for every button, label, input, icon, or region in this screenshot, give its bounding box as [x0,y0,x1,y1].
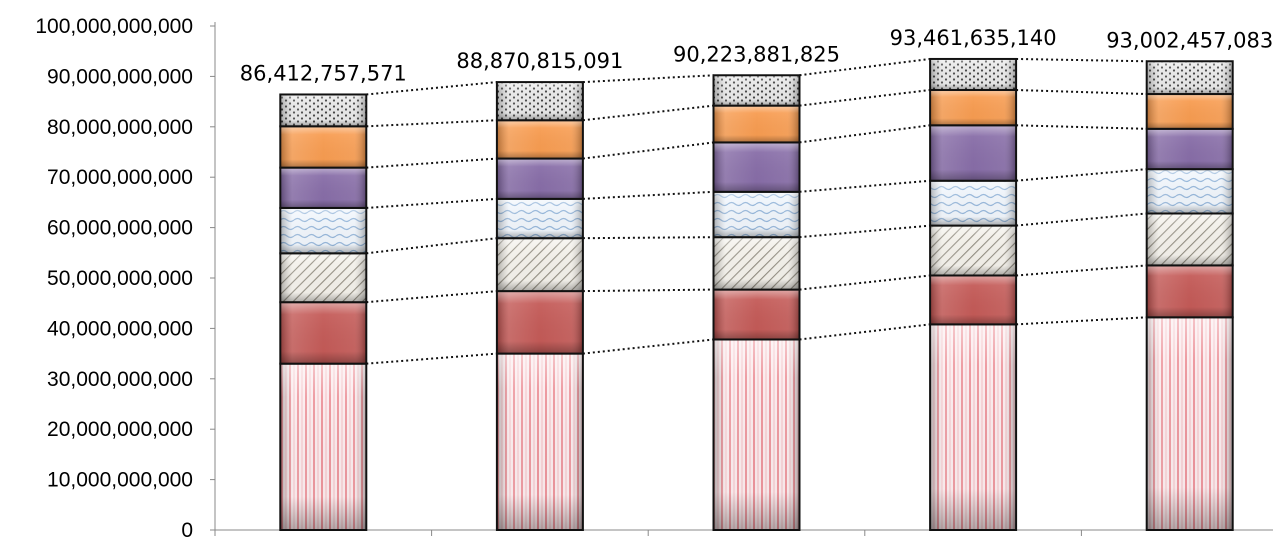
bar-segment-highlight [496,353,583,530]
total-label: 86,412,757,571 [240,61,407,85]
total-labels: 86,412,757,571 88,870,815,091 90,223,881,8… [240,26,1273,86]
connector-lines [366,57,1147,365]
bars [279,57,1234,532]
connector-line [1016,168,1147,182]
bar-segment-highlight [280,126,367,168]
bar-segment-highlight [496,158,583,199]
bar-segment-highlight [496,82,583,121]
bar-segment-highlight [713,75,800,106]
connector-line [799,224,931,239]
connector-line [582,190,714,200]
connector-line [582,74,714,84]
bar-segment-highlight [930,90,1017,126]
connector-line [799,124,931,144]
y-tick-label: 80,000,000,000 [47,116,193,139]
connector-line [366,119,497,128]
bar-segment-highlight [713,339,800,530]
connector-line [799,323,931,341]
bar-segment-highlight [1146,169,1233,214]
bar-segment-highlight [713,237,800,290]
bar-segment-highlight [496,120,583,159]
bar-segment-highlight [713,105,800,143]
connector-line [799,179,931,193]
y-tick-label: 20,000,000,000 [47,418,193,441]
bar-segment-highlight [930,275,1017,325]
total-label: 93,002,457,083 [1106,28,1273,52]
bar-stack [279,93,368,531]
bar-segment-outline [279,93,368,128]
connector-line [1016,89,1147,96]
total-label: 90,223,881,825 [673,42,840,66]
bar-segment-highlight [930,125,1017,181]
connector-line [799,57,931,77]
bar-segment-highlight [930,225,1017,276]
connector-line [366,197,497,209]
bar-segment-highlight [930,58,1017,91]
bar-segment-highlight [280,363,367,530]
bar-segment-highlight [713,191,800,238]
y-tick-label: 100,000,000,000 [35,15,193,38]
y-tick-label: 70,000,000,000 [47,166,193,189]
connector-line [366,237,498,255]
connector-line [1016,316,1147,326]
bar-stack [929,57,1018,532]
connector-line [1016,264,1147,277]
connector-line [366,157,497,169]
connector-line [582,236,714,240]
connector-line [366,290,497,304]
bar-stack [495,81,584,531]
bar-segment-highlight [280,207,367,254]
bar-segment-highlight [1146,61,1233,95]
connector-line [1016,124,1147,130]
bar-stack [712,74,801,531]
bar-segment-highlight [1146,317,1233,530]
y-tick-label: 90,000,000,000 [47,65,193,88]
bar-segment-highlight [930,324,1017,530]
bar-segment-highlight [496,291,583,354]
bar-stack [1145,60,1234,532]
connector-line [799,274,931,291]
connector-line [799,89,931,107]
bar-segment-highlight [280,167,367,208]
y-axis: 0 10,000,000,000 20,000,000,000 30,000,000,… [35,15,216,540]
y-tick-label: 0 [181,519,193,540]
bar-segment-highlight [713,289,800,340]
bar-segment-highlight [496,198,583,239]
bar-segment-highlight [713,142,800,192]
y-tick-label: 30,000,000,000 [47,368,193,391]
y-tick-label: 10,000,000,000 [47,469,193,492]
total-label: 88,870,815,091 [456,49,623,73]
y-tick-label: 50,000,000,000 [47,267,193,290]
bar-segment-highlight [496,238,583,292]
connector-line [1016,57,1147,63]
connector-line [366,352,497,365]
connector-line [582,104,714,122]
total-label: 93,461,635,140 [890,26,1057,50]
bar-segment-outline [712,74,801,107]
bar-segment-highlight [280,253,367,303]
bar-segment-highlight [1146,213,1233,266]
bar-segment-outline [495,81,584,122]
bar-segment-highlight [280,302,367,364]
connector-line [582,338,714,355]
bar-segment-highlight [930,180,1017,226]
connector-line [582,141,714,160]
bar-segment-highlight [280,94,367,127]
bar-segment-outline [929,57,1018,92]
connector-line [582,288,714,293]
connector-line [366,81,497,96]
bar-segment-highlight [1146,265,1233,318]
bar-segment-outline [1145,60,1234,96]
y-tick-label: 40,000,000,000 [47,317,193,340]
bar-segment-highlight [1146,128,1233,170]
connector-line [1016,212,1147,227]
bar-segment-highlight [1146,94,1233,129]
y-tick-label: 60,000,000,000 [47,217,193,240]
